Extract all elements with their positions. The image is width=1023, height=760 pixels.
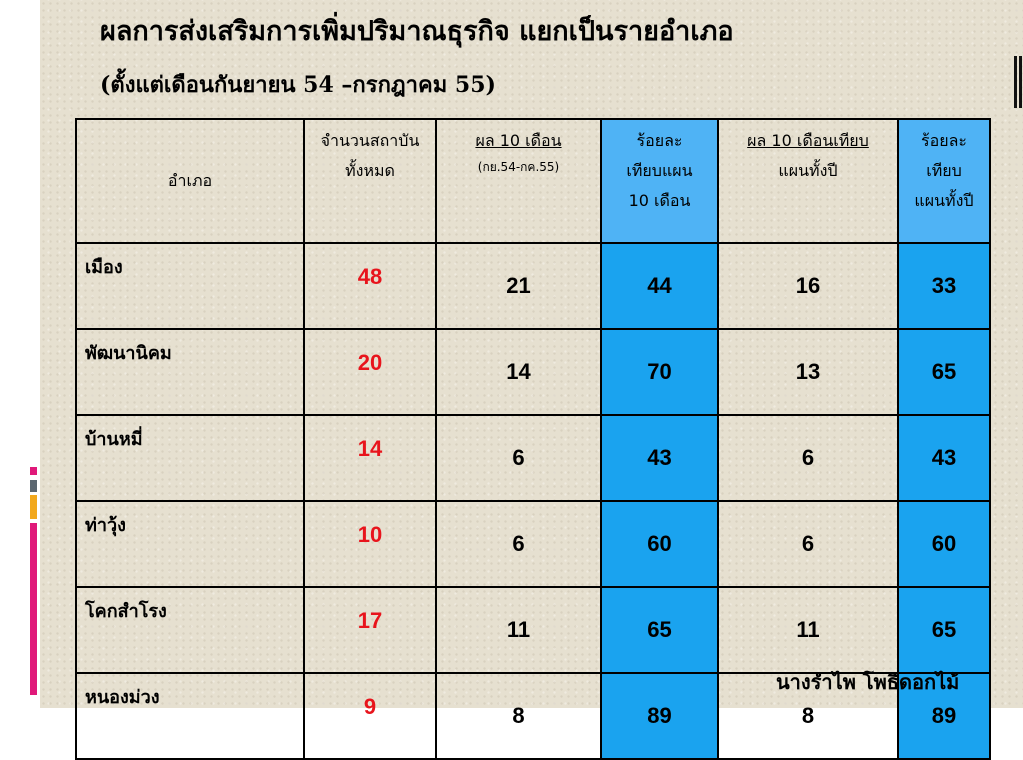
- percent-year-plan: 43: [897, 414, 991, 502]
- table-row: ท่าวุ้ง 10 6 60 6 60: [75, 500, 991, 588]
- deco-orange-bar: [30, 495, 37, 519]
- result-10-months: 14: [435, 328, 602, 416]
- total-institutions: 10: [303, 500, 437, 588]
- result-10-months: 11: [435, 586, 602, 674]
- header-total-line1: จำนวนสถาบัน: [320, 131, 420, 150]
- header-pctyear-line2: เทียบ: [926, 161, 962, 180]
- percent-year-plan: 60: [897, 500, 991, 588]
- percent-year-plan: 65: [897, 328, 991, 416]
- total-institutions: 20: [303, 328, 437, 416]
- header-pctyear-line1: ร้อยละ: [921, 131, 967, 150]
- district-name: ท่าวุ้ง: [75, 500, 305, 588]
- percent-year-plan: 65: [897, 586, 991, 674]
- percent-year-plan: 33: [897, 242, 991, 330]
- header-result10-line1: ผล 10 เดือน: [475, 131, 562, 150]
- percent-10-months: 60: [600, 500, 719, 588]
- header-pct10-line3: 10 เดือน: [628, 191, 691, 210]
- deco-pink-bar: [30, 523, 37, 695]
- result-10-months: 21: [435, 242, 602, 330]
- header-pct10-line1: ร้อยละ: [636, 131, 683, 150]
- header-pctyear-line3: แผนทั้งปี: [914, 191, 974, 210]
- district-name: เมือง: [75, 242, 305, 330]
- header-result-10-months: ผล 10 เดือน (กย.54-กค.55): [435, 118, 602, 244]
- district-name: โคกสำโรง: [75, 586, 305, 674]
- result-10-months: 8: [435, 672, 602, 760]
- total-institutions: 14: [303, 414, 437, 502]
- total-institutions: 48: [303, 242, 437, 330]
- percent-10-months: 70: [600, 328, 719, 416]
- result-vs-year-plan: 16: [717, 242, 899, 330]
- percent-10-months: 89: [600, 672, 719, 760]
- district-results-table: อำเภอ จำนวนสถาบัน ทั้งหมด ผล 10 เดือน (ก…: [75, 118, 991, 760]
- result-vs-year-plan: 6: [717, 500, 899, 588]
- header-pct10-line2: เทียบแผน: [626, 161, 693, 180]
- header-resultyear-line1: ผล 10 เดือนเทียบ: [747, 131, 869, 150]
- table-row: เมือง 48 21 44 16 33: [75, 242, 991, 330]
- table-row: โคกสำโรง 17 11 65 11 65: [75, 586, 991, 674]
- author-credit: นางรำไพ โพธิดอกไม้: [776, 670, 960, 694]
- percent-10-months: 44: [600, 242, 719, 330]
- result-10-months: 6: [435, 414, 602, 502]
- result-vs-year-plan: 11: [717, 586, 899, 674]
- header-district: อำเภอ: [75, 118, 305, 244]
- district-name: พัฒนานิคม: [75, 328, 305, 416]
- header-result-vs-year-plan: ผล 10 เดือนเทียบ แผนทั้งปี: [717, 118, 899, 244]
- total-institutions: 17: [303, 586, 437, 674]
- header-percent-year-plan: ร้อยละ เทียบ แผนทั้งปี: [897, 118, 991, 244]
- result-10-months: 6: [435, 500, 602, 588]
- page-subtitle: (ตั้งแต่เดือนกันยายน 54 –กรกฎาคม 55): [100, 72, 496, 98]
- deco-gray-square: [30, 480, 37, 492]
- result-vs-year-plan: 13: [717, 328, 899, 416]
- header-district-label: อำเภอ: [167, 171, 213, 190]
- deco-pink-square: [30, 467, 37, 475]
- percent-10-months: 65: [600, 586, 719, 674]
- percent-10-months: 43: [600, 414, 719, 502]
- total-institutions: 9: [303, 672, 437, 760]
- header-percent-10-months: ร้อยละ เทียบแผน 10 เดือน: [600, 118, 719, 244]
- header-resultyear-line2: แผนทั้งปี: [778, 161, 838, 180]
- page-title: ผลการส่งเสริมการเพิ่มปริมาณธุรกิจ แยกเป็…: [100, 16, 734, 47]
- header-total-line2: ทั้งหมด: [345, 161, 395, 180]
- table-row: บ้านหมี่ 14 6 43 6 43: [75, 414, 991, 502]
- district-name: หนองม่วง: [75, 672, 305, 760]
- header-total-institutions: จำนวนสถาบัน ทั้งหมด: [303, 118, 437, 244]
- header-result10-line2: (กย.54-กค.55): [477, 160, 560, 174]
- table-row: พัฒนานิคม 20 14 70 13 65: [75, 328, 991, 416]
- district-name: บ้านหมี่: [75, 414, 305, 502]
- result-vs-year-plan: 6: [717, 414, 899, 502]
